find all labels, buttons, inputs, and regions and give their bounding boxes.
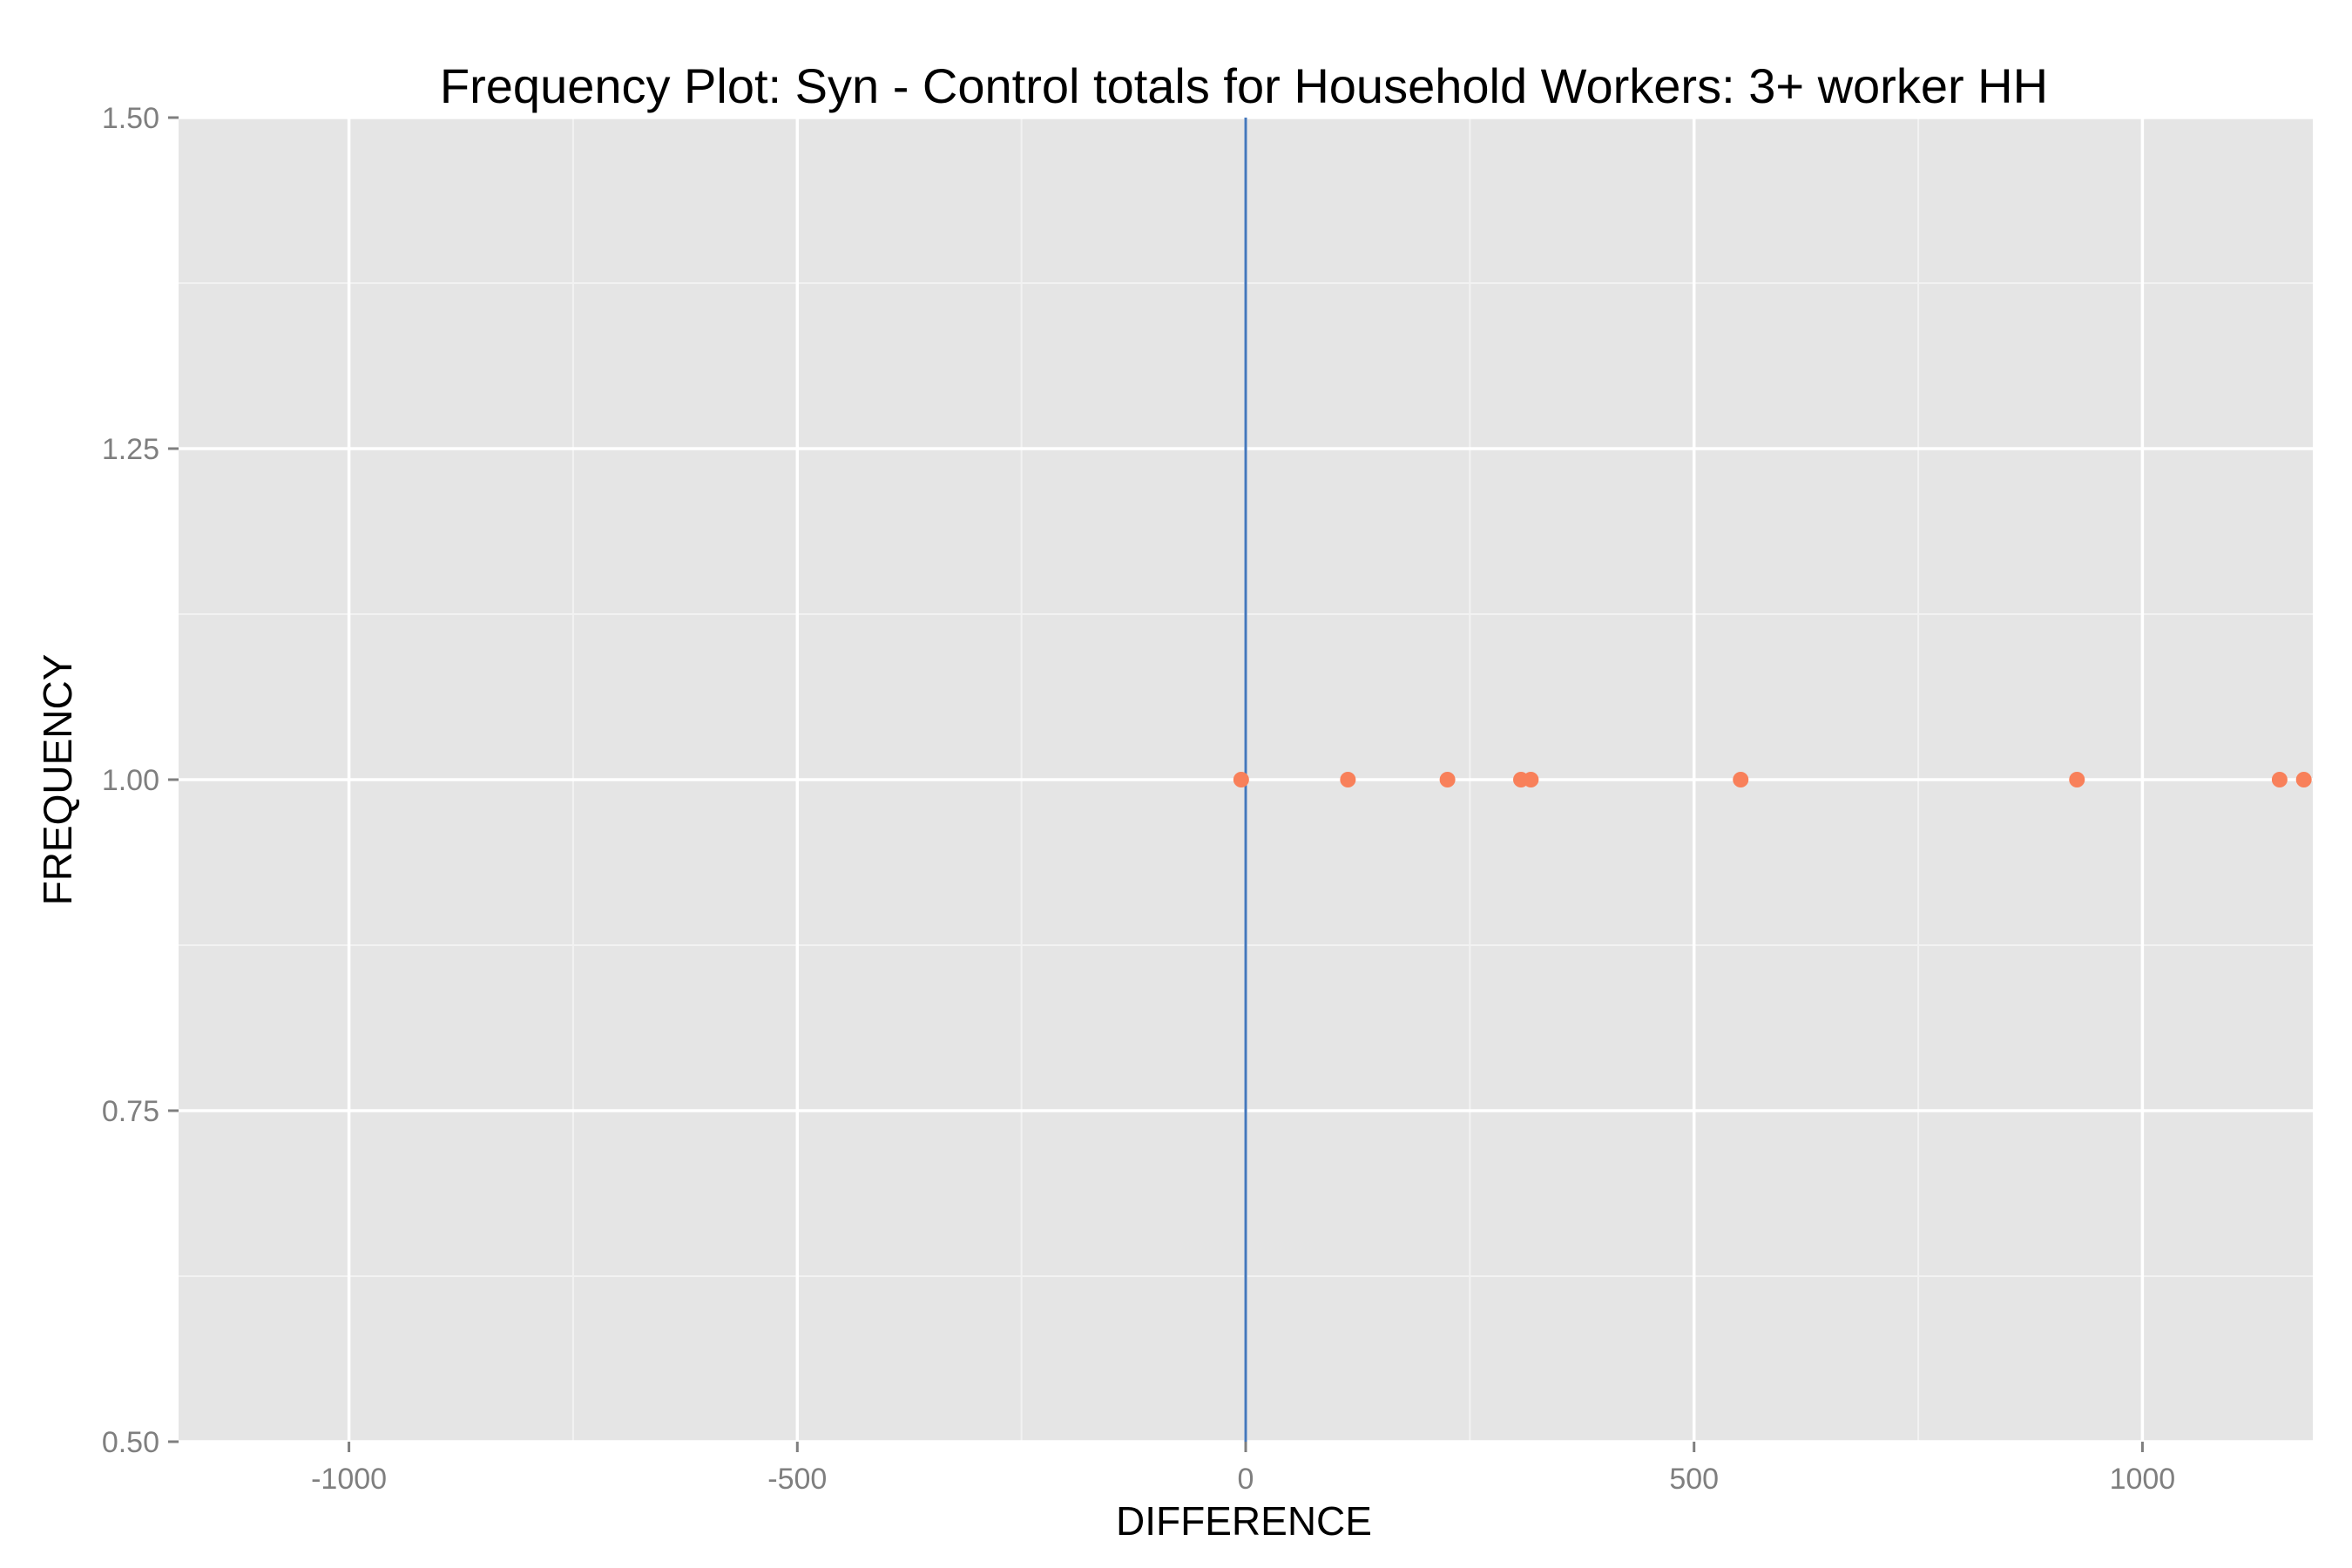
y-tick-label: 1.25	[102, 433, 159, 466]
data-point	[2069, 772, 2085, 787]
x-tick-label: 500	[1669, 1463, 1719, 1496]
x-tick-label: 0	[1238, 1463, 1254, 1496]
y-axis-label: FREQUENCY	[35, 654, 80, 906]
x-axis: -1000 -500 0 500 1000	[311, 1442, 2175, 1496]
y-tick-label: 0.50	[102, 1426, 159, 1459]
data-point	[2271, 772, 2288, 787]
y-axis: 0.50 0.75 1.00 1.25 1.50	[102, 102, 179, 1459]
x-tick-label: -1000	[311, 1463, 387, 1496]
data-point	[1733, 772, 1749, 787]
data-point	[1340, 772, 1356, 787]
y-tick-label: 1.00	[102, 764, 159, 797]
x-tick-label: -500	[767, 1463, 827, 1496]
data-points	[1233, 772, 2312, 787]
data-point	[1523, 772, 1539, 787]
data-point	[1233, 772, 1249, 787]
data-point	[2295, 772, 2312, 787]
chart-title: Frequency Plot: Syn - Control totals for…	[440, 58, 2048, 113]
x-tick-label: 1000	[2110, 1463, 2176, 1496]
y-tick-label: 0.75	[102, 1095, 159, 1128]
y-tick-label: 1.50	[102, 102, 159, 135]
x-axis-label: DIFFERENCE	[1116, 1498, 1372, 1544]
data-point	[1439, 772, 1456, 787]
